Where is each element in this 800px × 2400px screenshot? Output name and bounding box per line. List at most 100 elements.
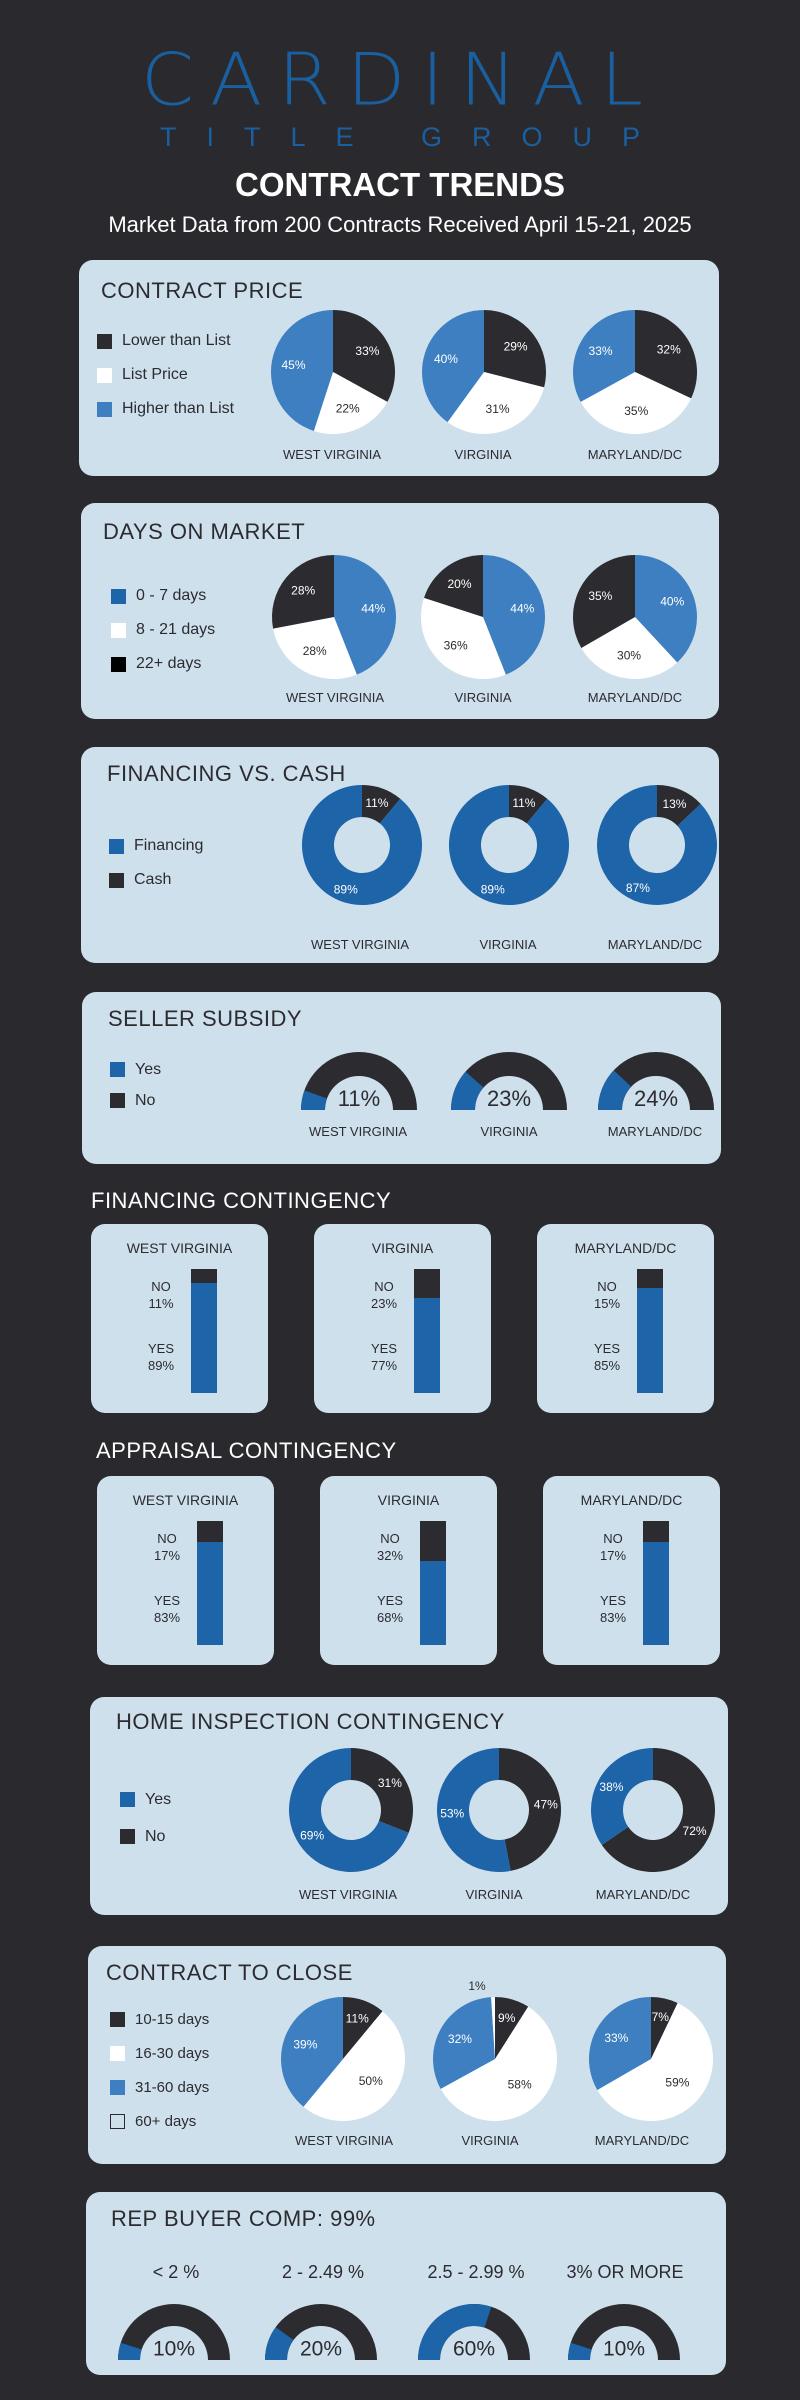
bar-yes (197, 1542, 223, 1645)
slice-label: 35% (624, 404, 648, 418)
pie-slice (589, 1997, 651, 2090)
legend-label: No (135, 1091, 156, 1109)
card-region-label: VIRGINIA (377, 1492, 440, 1508)
slice-label: 30% (617, 649, 641, 663)
slice-label: 20% (447, 577, 471, 591)
legend-label: No (145, 1827, 166, 1845)
slice-label: 11% (346, 2012, 369, 2026)
gauge-value: 23% (487, 1086, 531, 1111)
financing-vs-cash-panel: FINANCING VS. CASH Financing Cash 11% 89%… (81, 747, 719, 963)
contingency-card: WEST VIRGINIA NO 11% YES 89% (91, 1224, 268, 1413)
slice-label-outside: 1% (468, 1979, 486, 1993)
legend-item: Yes (120, 1781, 171, 1818)
gauge-arc (598, 1052, 714, 1110)
pie-slice (420, 597, 506, 679)
legend-swatch (110, 2045, 125, 2061)
rep-buyer-comp-title: REP BUYER COMP: 99% (111, 2206, 376, 2231)
contract-to-close-panel: CONTRACT TO CLOSE 10-15 days 16-30 days … (88, 1946, 726, 2164)
days-on-market-panel: DAYS ON MARKET 0 - 7 days 8 - 21 days 22… (81, 503, 719, 719)
legend-label: 8 - 21 days (136, 621, 216, 638)
slice-label: 33% (589, 344, 613, 358)
region-label: MARYLAND/DC (594, 2133, 690, 2148)
gauge-arc (265, 2327, 294, 2360)
financing-vs-cash-chart: 11% 89% 11% 89% 13% 87% (302, 785, 717, 905)
legend-item: 8 - 21 days (111, 613, 215, 647)
region-label: MARYLAND/DC (607, 937, 703, 952)
card-region-label: WEST VIRGINIA (132, 1492, 239, 1508)
contract-price-title: CONTRACT PRICE (101, 278, 304, 303)
legend-swatch (111, 588, 126, 604)
seller-subsidy-chart: 11% 23% 24% (301, 1052, 714, 1111)
gauge-value: 60% (453, 2338, 495, 2361)
seller-subsidy-panel: SELLER SUBSIDY Yes No 11% 23% 24% WEST VIR… (82, 992, 721, 1164)
gauge-arc (118, 2304, 230, 2360)
legend-swatch (97, 333, 112, 349)
region-label: MARYLAND/DC (607, 1124, 703, 1139)
gauge-arc (598, 1070, 632, 1110)
bar-yes (637, 1287, 663, 1393)
logo-sub-text: TITLE GROUP (159, 122, 671, 152)
bar-no (637, 1269, 663, 1393)
legend-label: Lower than List (122, 332, 231, 349)
legend-item: No (120, 1818, 171, 1855)
slice-label: 58% (508, 2077, 532, 2091)
legend-label: Higher than List (122, 400, 235, 417)
slice-label: 28% (291, 584, 315, 598)
bar-no (643, 1521, 669, 1645)
slice-label: 87% (626, 881, 650, 895)
bar-yes (414, 1297, 440, 1393)
pie-slice (333, 310, 395, 402)
gauge-arc (301, 1052, 417, 1110)
contract-to-close-legend: 10-15 days 16-30 days 31-60 days 60+ day… (110, 2002, 209, 2138)
region-label: MARYLAND/DC (587, 690, 683, 705)
pie-slice (573, 310, 635, 402)
region-label: VIRGINIA (454, 447, 512, 462)
legend-label: 31-60 days (135, 2078, 210, 2096)
legend-item: 16-30 days (110, 2036, 209, 2070)
legend-label: Cash (134, 871, 172, 888)
region-label: VIRGINIA (480, 1124, 538, 1139)
legend-swatch (120, 1829, 135, 1844)
slice-label: 69% (300, 1829, 324, 1843)
days-on-market-legend: 0 - 7 days 8 - 21 days 22+ days (111, 579, 215, 681)
legend-label: Financing (134, 837, 204, 854)
gauge-arc (451, 1071, 484, 1110)
bar-no (197, 1521, 223, 1645)
pie-slice (484, 310, 546, 388)
bar-no (191, 1269, 217, 1393)
financing-contingency-title: FINANCING CONTINGENCY (91, 1188, 392, 1213)
legend-swatch (111, 656, 126, 672)
region-label: WEST VIRGINIA (283, 447, 381, 462)
legend-swatch (110, 2011, 125, 2027)
legend-item: Yes (110, 1054, 161, 1085)
slice-label: 11% (365, 796, 388, 810)
pie-slice (351, 1748, 413, 1833)
contract-price-panel: CONTRACT PRICE Lower than List List Pric… (79, 260, 719, 476)
legend-label: 22+ days (136, 655, 202, 672)
contingency-card: WEST VIRGINIA NO 17% YES 83% (97, 1476, 274, 1665)
region-label: VIRGINIA (454, 690, 512, 705)
pie-slice (273, 617, 357, 679)
legend-item: Financing (109, 829, 203, 863)
legend-item: 60+ days (110, 2104, 209, 2138)
pie-slice (447, 372, 545, 434)
home-inspection-panel: HOME INSPECTION CONTINGENCY Yes No 31% 69… (90, 1697, 728, 1915)
rep-buyer-comp-panel: REP BUYER COMP: 99% < 2 % 2 - 2.49 % 2.5… (86, 2192, 726, 2375)
contingency-card: MARYLAND/DC NO 17% YES 83% (543, 1476, 720, 1665)
gauge-arc (568, 2342, 592, 2360)
slice-label: 50% (359, 2074, 383, 2088)
legend-swatch (97, 401, 112, 417)
category-label: 2.5 - 2.99 % (427, 2262, 525, 2282)
legend-label: 16-30 days (135, 2044, 210, 2062)
slice-label: 89% (481, 882, 505, 896)
card-region-label: VIRGINIA (371, 1240, 434, 1256)
bar-label-no: NO 32% (376, 1531, 404, 1563)
contract-to-close-chart: 11% 50% 39% 9% 58% 32% 1% 7% 59% 33% (281, 1979, 713, 2121)
legend-swatch (97, 367, 112, 383)
gauge-value: 11% (338, 1086, 380, 1111)
legend-swatch (120, 1792, 135, 1807)
slice-label: 45% (281, 358, 305, 372)
contract-price-chart: 33% 22% 45% 29% 31% 40% 32% 35% 33% (271, 310, 697, 435)
region-label: WEST VIRGINIA (299, 1887, 397, 1902)
legend-swatch (110, 1093, 125, 1108)
